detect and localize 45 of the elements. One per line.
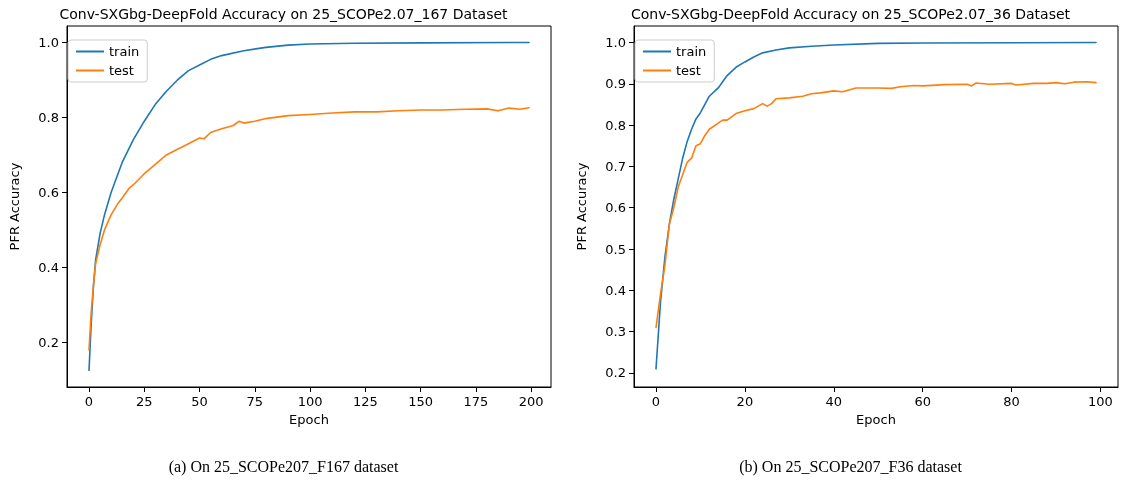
y-tick-label: 0.5 — [605, 241, 626, 257]
y-tick-label: 0.6 — [38, 184, 59, 200]
text: (b) On 25_SCOPe207_F36 dataset — [739, 457, 963, 476]
y-axis-title: PFR Accuracy — [7, 162, 22, 251]
x-tick-label: 25 — [136, 394, 153, 409]
y-tick-label: 0.4 — [605, 282, 626, 298]
x-tick-label: 50 — [191, 394, 208, 409]
legend-label: test — [109, 63, 134, 78]
y-tick-label: 0.9 — [605, 76, 626, 92]
chart-title: Conv-SXGbg-DeepFold Accuracy on 25_SCOPe2.07_167 Dataset — [59, 6, 509, 22]
x-tick-label: 100 — [1088, 394, 1113, 409]
text: (a) On 25_SCOPe207_F167 dataset — [168, 457, 399, 476]
x-tick-label: 200 — [518, 394, 544, 409]
y-tick-label: 0.8 — [605, 117, 626, 133]
x-tick-label: 0 — [84, 394, 94, 409]
y-tick-label: 0.6 — [605, 200, 626, 216]
x-tick-label: 100 — [297, 394, 323, 409]
x-tick-label: 125 — [352, 394, 378, 409]
x-tick-label: 175 — [463, 394, 489, 409]
x-axis-title: Epoch — [856, 411, 896, 427]
x-tick-label: 80 — [1003, 394, 1020, 409]
legend-label: train — [676, 44, 707, 59]
y-tick-label: 1.0 — [605, 35, 626, 51]
y-tick-label: 0.8 — [38, 109, 59, 125]
x-tick-label: 40 — [825, 394, 843, 409]
x-tick-label: 75 — [246, 394, 264, 409]
y-axis-title: PFR Accuracy — [574, 162, 589, 251]
line-series — [655, 80, 1097, 329]
y-tick-label: 0.7 — [605, 158, 626, 174]
x-tick-label: 20 — [736, 394, 754, 409]
y-tick-label: 1.0 — [38, 34, 59, 50]
line-series — [88, 41, 530, 372]
y-tick-label: 0.4 — [38, 259, 59, 275]
x-tick-label: 0 — [651, 394, 661, 409]
legend-label: test — [676, 63, 701, 78]
legend-label: train — [109, 44, 140, 59]
line-series — [88, 106, 530, 351]
x-tick-label: 150 — [408, 394, 434, 409]
x-axis-title: Epoch — [289, 411, 329, 427]
chart-title: Conv-SXGbg-DeepFold Accuracy on 25_SCOPe2.07_36 Dataset — [630, 6, 1071, 22]
y-tick-label: 0.2 — [38, 334, 59, 350]
line-series — [655, 41, 1097, 370]
y-tick-label: 0.2 — [605, 365, 626, 381]
y-tick-label: 0.3 — [605, 324, 626, 340]
x-tick-label: 60 — [914, 394, 931, 409]
